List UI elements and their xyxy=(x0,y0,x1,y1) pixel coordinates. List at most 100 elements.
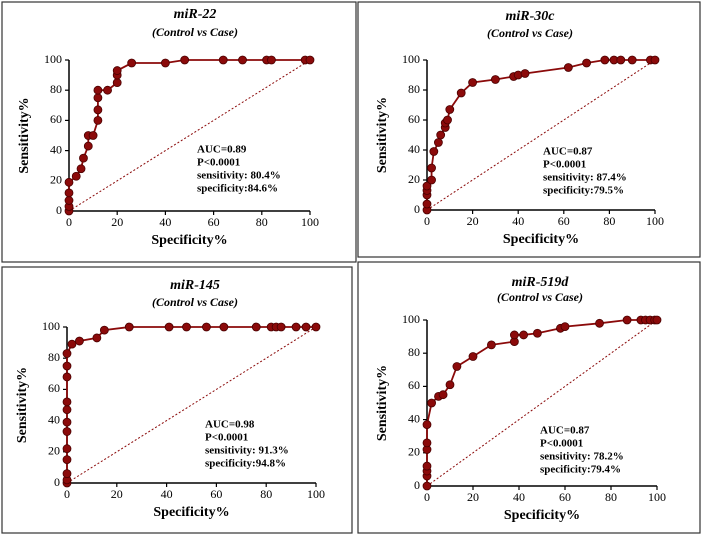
roc-point xyxy=(182,322,191,332)
roc-point xyxy=(427,163,436,173)
roc-point xyxy=(560,322,570,332)
y-tick-label: 0 xyxy=(414,202,420,216)
annotation: sensitivity: 80.4% xyxy=(197,170,281,182)
annotation: sensitivity: 78.2% xyxy=(540,451,624,463)
roc-point xyxy=(456,88,466,98)
roc-point xyxy=(180,55,190,65)
roc-point xyxy=(62,417,72,427)
roc-point xyxy=(422,438,432,448)
roc-point xyxy=(112,78,122,88)
roc-point xyxy=(62,444,72,454)
roc-point xyxy=(62,349,72,358)
x-tick-label: 80 xyxy=(605,490,617,504)
roc-point xyxy=(62,455,72,465)
roc-point xyxy=(468,352,478,361)
chart-subtitle: (Control vs Case) xyxy=(497,290,583,304)
roc-point xyxy=(62,397,72,407)
x-tick-label: 100 xyxy=(646,214,664,228)
roc-point xyxy=(452,362,462,371)
roc-point xyxy=(92,333,102,343)
y-tick-label: 80 xyxy=(50,82,62,96)
roc-point xyxy=(93,116,103,125)
x-tick-label: 40 xyxy=(161,487,173,501)
x-axis-label: Specificity% xyxy=(151,233,227,248)
roc-point xyxy=(83,141,93,151)
roc-point xyxy=(64,196,74,205)
roc-point xyxy=(164,322,174,332)
roc-point xyxy=(79,153,88,163)
y-tick-label: 0 xyxy=(54,475,60,489)
y-axis-label: Sensitivity% xyxy=(15,367,30,443)
y-tick-label: 40 xyxy=(408,142,420,156)
roc-point xyxy=(64,188,74,198)
roc-point xyxy=(71,171,81,181)
y-tick-label: 0 xyxy=(56,203,62,217)
roc-point xyxy=(311,322,321,332)
roc-point xyxy=(422,199,432,209)
panel-frame xyxy=(1,1,357,263)
roc-point xyxy=(103,85,112,95)
y-tick-label: 80 xyxy=(48,350,60,364)
y-tick-label: 60 xyxy=(408,378,420,392)
roc-point xyxy=(291,322,301,332)
x-tick-label: 80 xyxy=(256,215,268,229)
y-tick-label: 40 xyxy=(48,412,60,426)
annotation: AUC=0.87 xyxy=(540,425,590,437)
chart-title: miR-22 xyxy=(174,7,217,22)
y-tick-label: 60 xyxy=(408,112,420,126)
y-tick-label: 100 xyxy=(402,312,420,326)
x-tick-label: 0 xyxy=(424,214,430,228)
annotation: AUC=0.89 xyxy=(197,144,247,156)
roc-point xyxy=(238,55,247,65)
roc-point xyxy=(652,315,662,325)
roc-point xyxy=(76,164,86,174)
roc-point xyxy=(422,481,432,491)
y-tick-label: 20 xyxy=(50,173,62,187)
roc-point xyxy=(490,75,500,84)
roc-point xyxy=(99,325,109,335)
x-tick-label: 20 xyxy=(467,214,479,228)
roc-point xyxy=(93,105,103,115)
roc-point xyxy=(533,328,542,338)
annotation: specificity:94.8% xyxy=(205,458,286,470)
annotation: P<0.0001 xyxy=(205,432,248,444)
y-tick-label: 100 xyxy=(402,52,420,66)
x-tick-label: 80 xyxy=(603,214,615,228)
x-tick-label: 20 xyxy=(111,487,123,501)
annotation: P<0.0001 xyxy=(197,157,240,169)
x-tick-label: 60 xyxy=(210,487,222,501)
x-tick-label: 40 xyxy=(512,214,524,228)
x-tick-label: 80 xyxy=(260,487,272,501)
roc-point xyxy=(62,405,72,415)
x-tick-label: 40 xyxy=(159,215,171,229)
y-tick-label: 60 xyxy=(50,112,62,126)
roc-point xyxy=(202,322,211,332)
roc-point xyxy=(616,55,626,65)
roc-point xyxy=(62,427,72,436)
roc-point xyxy=(445,380,455,390)
reference-diagonal xyxy=(426,319,658,487)
reference-diagonal xyxy=(68,59,311,212)
y-tick-label: 60 xyxy=(48,381,60,395)
y-axis-label: Sensitivity% xyxy=(17,97,32,173)
x-tick-label: 40 xyxy=(513,490,525,504)
roc-point xyxy=(160,58,170,68)
reference-diagonal xyxy=(426,59,656,211)
roc-point xyxy=(622,315,632,325)
roc-point xyxy=(422,461,432,471)
roc-point xyxy=(519,330,528,340)
roc-point xyxy=(62,469,72,479)
chart-title: miR-145 xyxy=(170,278,220,293)
roc-point xyxy=(305,55,315,65)
y-tick-label: 80 xyxy=(408,82,420,96)
x-tick-label: 60 xyxy=(558,214,570,228)
annotation: specificity:84.6% xyxy=(197,183,278,195)
chart-subtitle: (Control vs Case) xyxy=(152,295,238,309)
annotation: sensitivity: 87.4% xyxy=(543,172,627,184)
roc-point xyxy=(422,181,432,191)
y-tick-label: 20 xyxy=(408,445,420,459)
y-tick-label: 20 xyxy=(408,172,420,186)
annotation: specificity:79.5% xyxy=(543,185,624,197)
roc-point xyxy=(436,130,446,140)
